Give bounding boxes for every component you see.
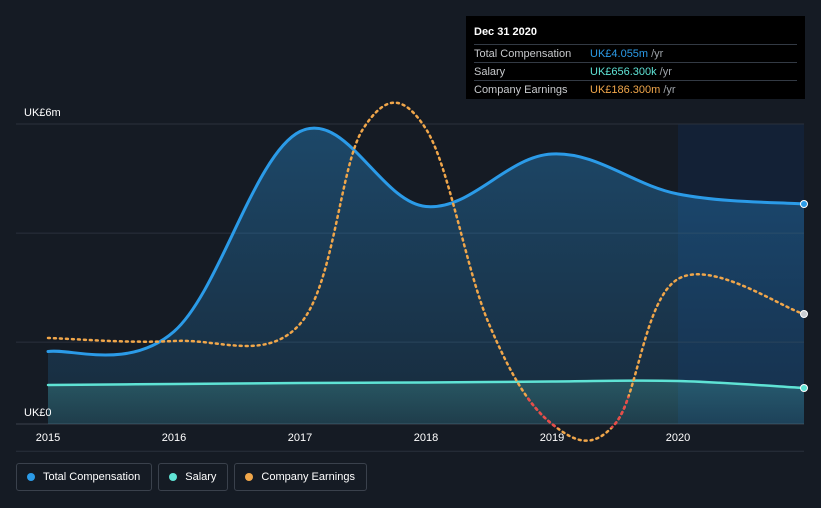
tooltip-row-label: Total Compensation — [474, 48, 572, 60]
salary-line — [46, 379, 806, 390]
tooltip-row-label: Salary — [474, 66, 506, 78]
company-earnings-end-marker — [800, 310, 808, 318]
tooltip-row-value: UK£186.300m — [590, 84, 661, 96]
tooltip-row: Salary UK£656.300k /yr — [474, 62, 797, 80]
legend-item-company-earnings[interactable]: Company Earnings — [234, 463, 367, 491]
legend-item-total-compensation[interactable]: Total Compensation — [16, 463, 153, 491]
legend-item-salary[interactable]: Salary — [158, 463, 229, 491]
tooltip-date: Dec 31 2020 — [474, 26, 537, 38]
company-earnings-line — [46, 101, 806, 442]
total-compensation-area — [48, 128, 804, 424]
x-tick-label: 2017 — [288, 432, 312, 444]
total-compensation-line — [46, 126, 806, 357]
tooltip-row-value: UK£656.300k — [590, 66, 657, 78]
series-areas — [48, 128, 804, 424]
legend-label: Company Earnings — [261, 471, 355, 483]
total-compensation-end-marker — [800, 200, 808, 208]
tooltip-row-value: UK£4.055m — [590, 48, 649, 60]
y-axis-top-label: UK£6m — [24, 107, 61, 119]
x-tick-label: 2018 — [414, 432, 438, 444]
salary-area — [48, 380, 804, 424]
x-axis-ticks: 2015 2016 2017 2018 2019 2020 — [36, 432, 690, 444]
legend-label: Total Compensation — [43, 471, 141, 483]
tooltip-row: Company Earnings UK£186.300m /yr — [474, 80, 797, 98]
x-tick-label: 2015 — [36, 432, 60, 444]
tooltip-row-unit: /yr — [651, 48, 664, 60]
tooltip-row-label: Company Earnings — [474, 84, 568, 96]
tooltip-row: Total Compensation UK£4.055m /yr — [474, 44, 797, 62]
end-markers — [800, 200, 808, 392]
salary-end-marker — [800, 384, 808, 392]
legend-dot-icon — [27, 473, 35, 481]
tooltip: Dec 31 2020 Total Compensation UK£4.055m… — [466, 16, 805, 99]
x-tick-label: 2020 — [666, 432, 690, 444]
tooltip-row-unit: /yr — [659, 66, 672, 78]
legend-label: Salary — [185, 471, 217, 483]
legend-dot-icon — [169, 473, 178, 481]
tooltip-row-unit: /yr — [663, 84, 676, 96]
x-tick-label: 2016 — [162, 432, 186, 444]
legend: Total Compensation Salary Company Earnin… — [16, 463, 367, 491]
legend-dot-icon — [245, 473, 254, 481]
series-lines — [46, 101, 806, 442]
y-axis-bottom-label: UK£0 — [24, 407, 52, 419]
x-tick-label: 2019 — [540, 432, 564, 444]
